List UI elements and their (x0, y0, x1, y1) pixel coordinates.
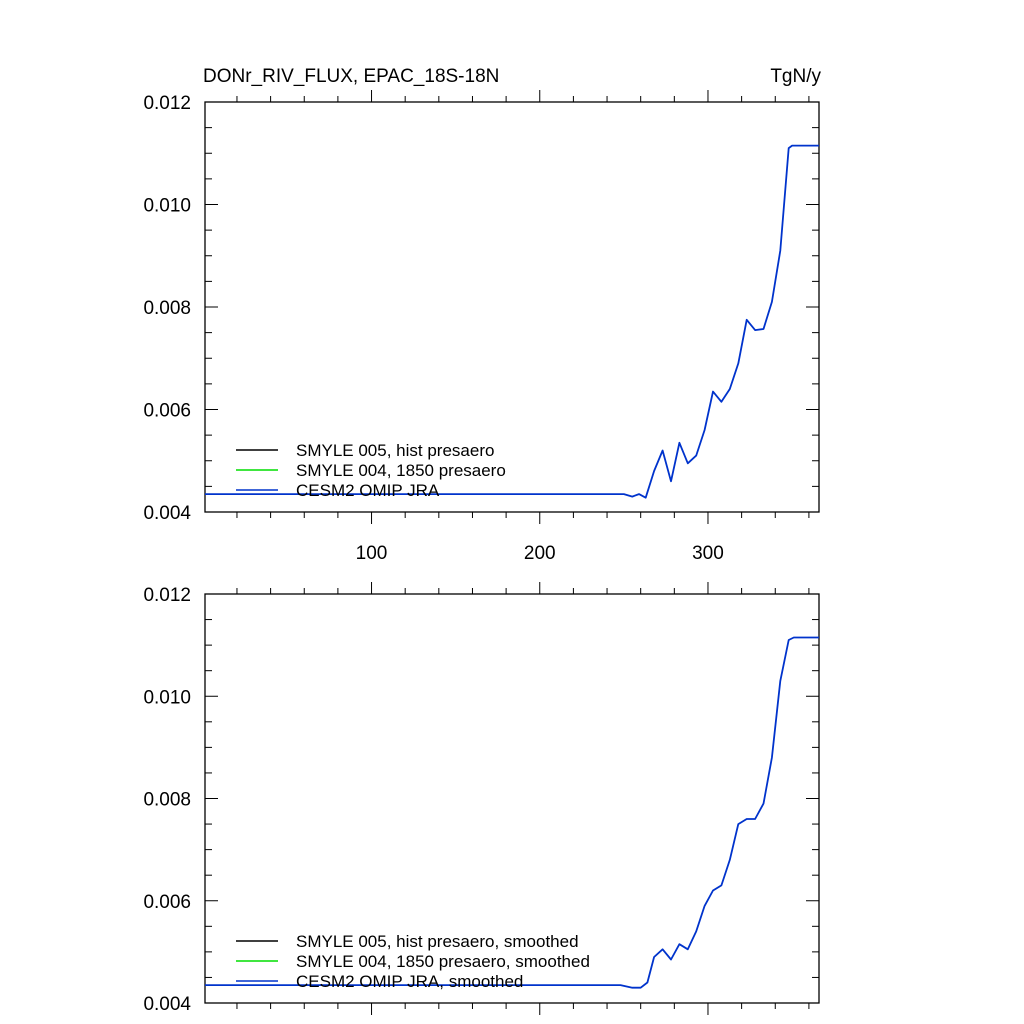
x-tick-label: 200 (524, 543, 556, 564)
y-tick-label: 0.010 (143, 196, 191, 217)
y-tick-label: 0.010 (143, 687, 191, 708)
series-line-3 (205, 144, 819, 499)
legend-label: SMYLE 005, hist presaero (296, 441, 494, 460)
legend-label: CESM2 OMIP JRA, smoothed (296, 972, 523, 991)
series-line-3 (205, 636, 819, 989)
units-label: TgN/y (770, 66, 821, 87)
legend-label: SMYLE 004, 1850 presaero, smoothed (296, 952, 590, 971)
x-tick-label: 300 (692, 543, 724, 564)
legend-label: SMYLE 004, 1850 presaero (296, 461, 506, 480)
y-tick-label: 0.008 (143, 790, 191, 811)
y-tick-label: 0.004 (143, 994, 191, 1015)
y-tick-label: 0.006 (143, 892, 191, 913)
chart-panel-1: 0.004 0.006 0.008 0.010 0.012 100 200 300 DONr_R… (143, 66, 821, 564)
y-tick-label: 0.012 (143, 585, 191, 606)
legend-label: SMYLE 005, hist presaero, smoothed (296, 932, 579, 951)
y-tick-label: 0.008 (143, 298, 191, 319)
chart-panel-2: 0.004 0.006 0.008 0.010 0.012 SMYLE 005, hist… (143, 582, 820, 1015)
legend-label: CESM2 OMIP JRA (296, 481, 440, 500)
y-tick-label: 0.004 (143, 503, 191, 524)
y-tick-label: 0.012 (143, 93, 191, 114)
y-tick-label: 0.006 (143, 401, 191, 422)
chart-title: DONr_RIV_FLUX, EPAC_18S-18N (203, 66, 499, 87)
x-tick-label: 100 (356, 543, 388, 564)
